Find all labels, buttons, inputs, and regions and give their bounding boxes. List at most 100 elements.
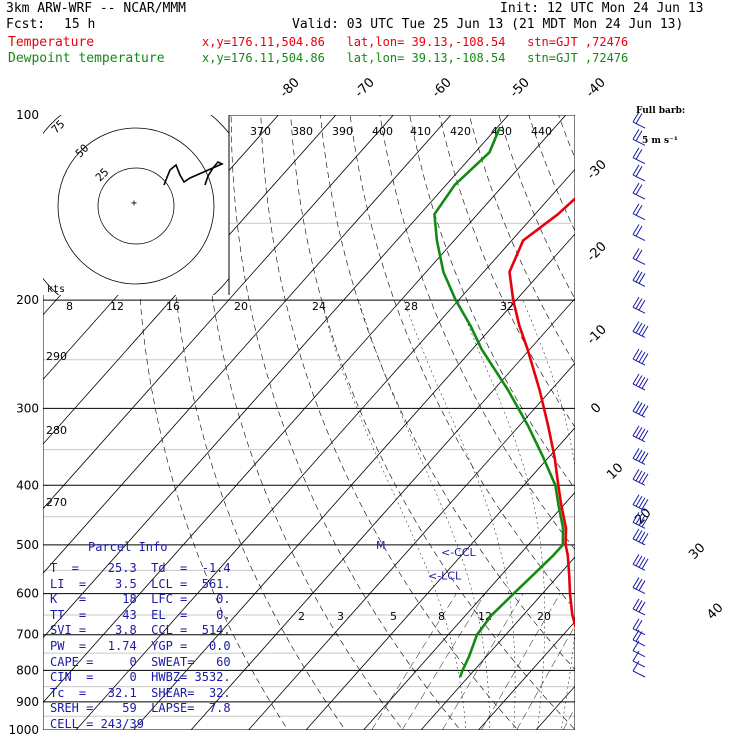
isotherm — [190, 297, 575, 730]
hodograph-ring — [57, 127, 215, 285]
dry-adiabat — [349, 115, 575, 611]
wind-barb-flag — [641, 405, 649, 416]
isotherm-label: -40 — [583, 75, 609, 101]
mixing-ratio-line — [401, 593, 486, 730]
wind-barb-flag — [635, 619, 643, 631]
wind-barb — [632, 577, 646, 595]
dry-adiabat — [648, 115, 740, 740]
hodograph-background — [43, 115, 229, 295]
theta-label: 280 — [46, 424, 67, 437]
wind-barb — [632, 660, 646, 678]
wind-barb-flag — [638, 515, 646, 526]
pressure-tick-700: 700 — [16, 628, 39, 642]
wind-barb-flag — [635, 130, 643, 142]
pressure-tick-1000: 1000 — [8, 723, 39, 737]
wind-barb-flag — [635, 495, 643, 507]
wind-barb-flag — [635, 350, 643, 361]
wind-barb-flag — [632, 577, 640, 588]
dry-adiabat — [260, 115, 519, 730]
isotherm-label: -30 — [584, 157, 610, 183]
temperature-legend: Temperature — [8, 35, 95, 50]
parcel-info-row: LI = 3.5 LCL = 561. — [50, 576, 231, 591]
wind-barb-flag — [635, 322, 643, 334]
parcel-info-row: PW = 1.74 YGP = 0.0 — [50, 638, 231, 653]
wind-barb-flag — [635, 225, 643, 237]
wind-barb-flag — [632, 618, 640, 629]
parcel-info-row: SVI = 3.8 CCL = 514. — [50, 623, 231, 638]
wind-barb — [632, 182, 646, 200]
mixing-ratio-line — [371, 593, 457, 730]
wind-barb-flag — [641, 378, 649, 389]
parcel-info-row: CAPE = 0 SWEAT= 60 — [50, 654, 231, 669]
pressure-tick-900: 900 — [16, 695, 39, 709]
wind-barb — [632, 400, 649, 418]
parcel-info-row: SREH = 59 LAPSE= 7.8 — [50, 701, 231, 716]
dry-adiabat — [439, 115, 575, 428]
wind-barb — [632, 270, 646, 287]
theta-label: 420 — [450, 125, 471, 138]
pressure-tick-800: 800 — [16, 663, 39, 677]
wind-barb-flag — [641, 516, 649, 528]
wind-barb-shaft — [632, 639, 646, 647]
wind-barb-shaft — [632, 213, 646, 221]
isotherm — [709, 115, 740, 730]
theta-label: 270 — [46, 496, 67, 509]
isotherm-label: 40 — [704, 601, 726, 623]
wind-barb-flag — [635, 449, 643, 461]
wind-barb-flag — [638, 376, 646, 388]
parcel-info-row: Tc = 32.1 SHEAR= 32. — [50, 685, 231, 700]
isotherm — [43, 115, 567, 704]
barb-legend: Full barb: 5 m s⁻¹ — [636, 86, 685, 156]
isotherm — [363, 491, 575, 730]
marker-ccl: <-CCL — [441, 546, 477, 559]
wind-barb-flag — [638, 324, 646, 335]
wind-barb-flag — [638, 531, 646, 543]
wind-barb-flag — [632, 554, 640, 565]
wind-barb-flag — [632, 111, 640, 123]
wind-barb-flag — [641, 452, 649, 464]
wind-barb-flag — [635, 402, 643, 413]
wind-barb-shaft — [632, 192, 646, 200]
theta-label: 290 — [46, 350, 67, 363]
parcel-info-row: K = 18 LFC = 0. — [50, 592, 231, 607]
hodograph-axis-tick: 24 — [312, 300, 326, 313]
dry-adiabat — [528, 115, 575, 232]
wind-barb — [632, 469, 649, 486]
theta-label: 430 — [491, 125, 512, 138]
wind-barb-flag — [641, 473, 649, 485]
wind-barb-flag — [641, 325, 649, 337]
wind-barb — [632, 448, 649, 465]
wind-barb-shaft — [632, 628, 646, 636]
wind-barb — [632, 494, 649, 512]
wind-barb-flag — [632, 448, 640, 459]
wind-barb-flag — [635, 578, 643, 590]
wind-barb — [632, 512, 649, 529]
wind-barb-shaft — [632, 660, 646, 668]
isotherm — [594, 115, 740, 730]
wind-barb-flag — [635, 298, 643, 309]
wind-barb — [632, 598, 646, 616]
theta-label: 370 — [250, 125, 271, 138]
dry-adiabat — [169, 115, 346, 730]
marker-lcl: <-LCL — [428, 570, 462, 583]
wind-barb — [632, 321, 649, 338]
mixing-ratio-line — [562, 707, 575, 730]
isotherm-label: -70 — [352, 75, 378, 101]
wind-barb-flag — [638, 497, 646, 508]
wind-barb-flag — [632, 164, 640, 176]
wind-barb-flag — [641, 558, 649, 570]
wind-barb-flag — [635, 555, 643, 567]
theta-label: 400 — [372, 125, 393, 138]
dry-adiabat — [230, 115, 461, 730]
wind-barb — [632, 618, 646, 636]
wind-barb-flag — [632, 512, 640, 523]
wind-barb-flag — [635, 513, 643, 525]
isotherm — [43, 115, 394, 510]
theta-label: 410 — [410, 125, 431, 138]
wind-barb-flag — [638, 580, 646, 591]
wind-barb — [632, 248, 646, 265]
wind-barb-flag — [638, 472, 646, 483]
mixing-ratio-line — [442, 593, 524, 730]
pressure-tick-300: 300 — [16, 401, 39, 415]
